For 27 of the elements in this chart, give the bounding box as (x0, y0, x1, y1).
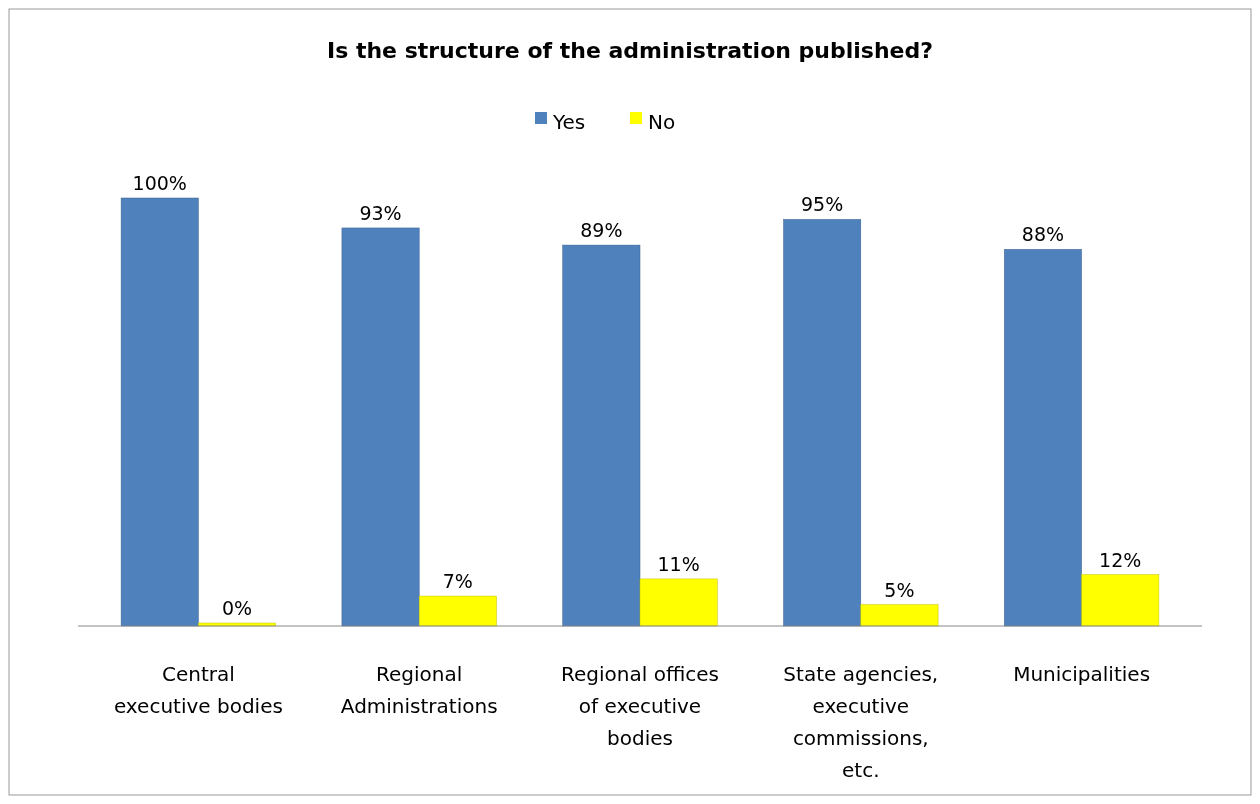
data-label: 88% (1021, 223, 1065, 246)
data-label: 89% (580, 219, 623, 242)
bar (1081, 574, 1160, 627)
bar (860, 604, 939, 627)
data-label: 0% (221, 597, 253, 619)
legend-label: Yes (552, 109, 586, 134)
x-tick-label: Regional offices of executive bodies (561, 662, 719, 750)
bar (1004, 249, 1082, 627)
data-label: 12% (1099, 548, 1142, 571)
bar (639, 578, 718, 627)
chart-title: Is the structure of the administration published? (326, 38, 934, 63)
bar (562, 244, 641, 627)
x-tick-label: Central executive bodies (113, 662, 283, 718)
data-label: 11% (657, 552, 700, 575)
data-label: 95% (801, 193, 844, 216)
data-label: 93% (359, 201, 402, 224)
x-tick-label: Municipalities (1013, 662, 1151, 686)
data-label: 100% (132, 172, 187, 194)
legend-label: No (648, 109, 676, 134)
data-label: 5% (884, 578, 915, 601)
x-tick-label: Regional Administrations (340, 662, 498, 718)
bar (783, 219, 862, 627)
bar (418, 595, 497, 627)
bar (341, 227, 420, 627)
x-tick-label: State agencies, executive commissions, etc. (783, 662, 939, 782)
bar (120, 197, 199, 627)
data-label: 7% (442, 570, 473, 593)
